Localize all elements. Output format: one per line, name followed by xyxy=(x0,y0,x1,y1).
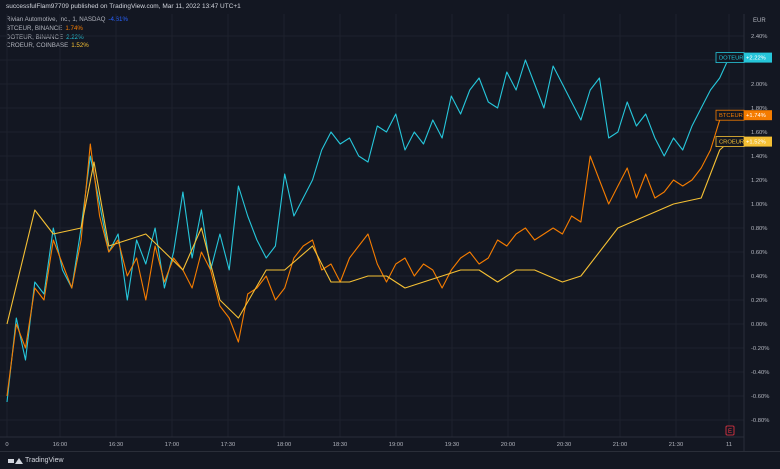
time-tick-label: 16:30 xyxy=(109,442,124,448)
price-tick-label: 1.00% xyxy=(751,202,767,208)
price-tick-label: 0.40% xyxy=(751,274,767,280)
price-tick-label: 1.60% xyxy=(751,130,767,136)
last-value-badge-doteur: DOTEUR +2.22% xyxy=(715,52,772,63)
badge-value-box xyxy=(744,136,772,147)
series-line-croeur xyxy=(6,141,730,325)
time-tick-label: 17:30 xyxy=(221,442,236,448)
badge-value-text: +1.52% xyxy=(746,140,766,146)
series-line-doteur xyxy=(6,57,730,403)
time-tick-label: 18:00 xyxy=(277,442,292,448)
price-tick-label: -0.40% xyxy=(751,370,769,376)
badge-value-text: +1.74% xyxy=(746,113,766,119)
legend-value: -4.61% xyxy=(108,16,128,23)
time-tick-label: 18:30 xyxy=(333,442,348,448)
badge-value-box xyxy=(744,52,772,63)
time-tick-label: 17:00 xyxy=(165,442,180,448)
last-value-badge-btceur: BTCEUR +1.74% xyxy=(715,109,772,121)
badge-name-text: BTCEUR xyxy=(719,113,743,119)
earnings-marker-letter: E xyxy=(728,429,732,435)
price-tick-label: 0.60% xyxy=(751,250,767,256)
tradingview-brand[interactable]: TradingView xyxy=(8,457,64,464)
badge-name-text: CROEUR xyxy=(719,140,744,146)
badge-value-box xyxy=(744,110,772,121)
time-scale[interactable]: 0 16:00 16:30 17:00 17:30 18:00 18:30 19:00 19:3… xyxy=(5,442,732,448)
time-tick-label: 20:30 xyxy=(557,442,572,448)
price-tick-label: 0.80% xyxy=(751,226,767,232)
time-tick-label: 19:00 xyxy=(389,442,404,448)
price-tick-label: 1.20% xyxy=(751,178,767,184)
time-tick-label: 21:00 xyxy=(613,442,628,448)
last-value-badges: DOTEUR +2.22% BTCEUR +1.74% CROEUR +1.52% xyxy=(715,52,772,148)
time-tick-label: 21:30 xyxy=(669,442,684,448)
price-tick-label: -0.60% xyxy=(751,394,769,400)
footer: TradingView xyxy=(0,451,780,469)
earnings-marker-box xyxy=(725,425,735,436)
legend-value: 2.22% xyxy=(66,33,84,41)
earnings-marker[interactable]: E xyxy=(725,425,735,436)
tradingview-logo-icon xyxy=(8,457,23,464)
legend-name: CROEUR, COINBASE xyxy=(6,42,69,50)
price-tick-label: 0.00% xyxy=(751,322,767,328)
price-tick-label: 2.00% xyxy=(751,82,767,88)
badge-value-text: +2.22% xyxy=(746,56,766,62)
legend-value: 1.74% xyxy=(65,24,83,32)
legend-item-rivian[interactable]: Rivian Automotive, Inc., 1, NASDAQ -4.61% xyxy=(6,16,128,25)
series-lines xyxy=(6,57,730,403)
price-tick-label: 1.80% xyxy=(751,106,767,112)
legend: Rivian Automotive, Inc., 1, NASDAQ -4.61%… xyxy=(6,16,128,51)
price-chart[interactable]: EUR 2.40%2.20%2.00%1.80%1.60%1.40%1.20%1… xyxy=(0,0,780,451)
time-tick-label: 19:30 xyxy=(445,442,460,448)
currency-label[interactable]: EUR xyxy=(753,18,766,24)
legend-item-croeur[interactable]: CROEUR, COINBASE 1.52% xyxy=(6,42,128,51)
series-line-btceur xyxy=(6,114,730,397)
price-tick-label: 2.40% xyxy=(751,34,767,40)
time-tick-label: 16:00 xyxy=(53,442,68,448)
time-tick-label: 11 xyxy=(726,442,732,448)
badge-name-text: DOTEUR xyxy=(719,56,743,62)
legend-name: Rivian Automotive, Inc., 1, NASDAQ xyxy=(6,16,106,23)
price-tick-label: -0.20% xyxy=(751,346,769,352)
price-scale[interactable]: 2.40%2.20%2.00%1.80%1.60%1.40%1.20%1.00%… xyxy=(751,34,769,424)
time-tick-label: 0 xyxy=(5,442,8,448)
brand-label: TradingView xyxy=(25,457,64,464)
time-tick-label: 20:00 xyxy=(501,442,516,448)
price-tick-label: 0.20% xyxy=(751,298,767,304)
legend-item-doteur[interactable]: DOTEUR, BINANCE 2.22% xyxy=(6,34,128,43)
legend-item-btceur[interactable]: BTCEUR, BINANCE 1.74% xyxy=(6,25,128,34)
last-value-badge-croeur: CROEUR +1.52% xyxy=(715,136,772,148)
publish-header: successfulFlam97709 published on Trading… xyxy=(0,0,780,14)
legend-name: DOTEUR, BINANCE xyxy=(6,33,64,41)
publish-info: successfulFlam97709 published on Trading… xyxy=(6,3,241,10)
legend-name: BTCEUR, BINANCE xyxy=(6,24,63,32)
grid xyxy=(0,14,744,437)
price-tick-label: -0.80% xyxy=(751,418,769,424)
legend-value: 1.52% xyxy=(71,42,89,50)
price-tick-label: 1.40% xyxy=(751,154,767,160)
